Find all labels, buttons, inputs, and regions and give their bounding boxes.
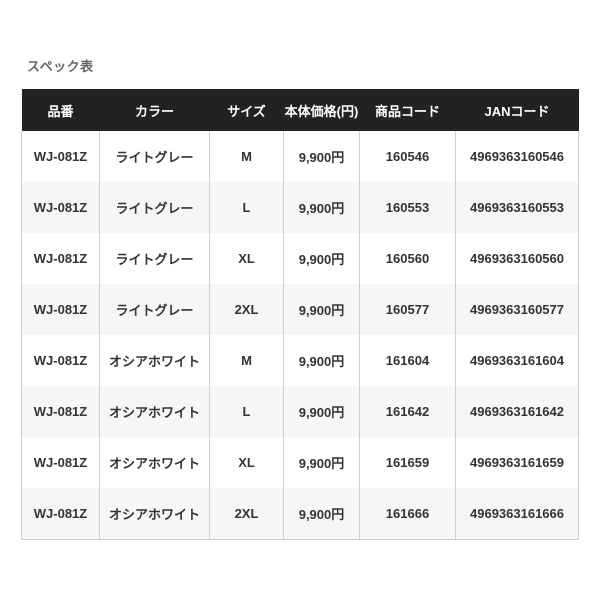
cell-product-code: 161666: [359, 488, 456, 540]
table-row: WJ-081Z ライトグレー XL 9,900円 160560 49693631…: [21, 233, 579, 284]
cell-color: ライトグレー: [99, 284, 210, 335]
cell-product-code: 161604: [359, 335, 456, 386]
cell-jan-code: 4969363160553: [455, 182, 579, 233]
cell-jan-code: 4969363160560: [455, 233, 579, 284]
cell-size: L: [209, 182, 284, 233]
cell-jan-code: 4969363161666: [455, 488, 579, 540]
header-row: 品番 カラー サイズ 本体価格(円) 商品コード JANコード: [21, 89, 579, 131]
table-row: WJ-081Z オシアホワイト L 9,900円 161642 49693631…: [21, 386, 579, 437]
spec-table: 品番 カラー サイズ 本体価格(円) 商品コード JANコード WJ-081Z …: [21, 89, 579, 540]
column-header-product-code: 商品コード: [359, 89, 456, 131]
table-row: WJ-081Z ライトグレー M 9,900円 160546 496936316…: [21, 131, 579, 182]
cell-item-number: WJ-081Z: [21, 386, 100, 437]
cell-size: L: [209, 386, 284, 437]
cell-color: オシアホワイト: [99, 386, 210, 437]
cell-color: オシアホワイト: [99, 437, 210, 488]
cell-jan-code: 4969363160577: [455, 284, 579, 335]
column-header-color: カラー: [99, 89, 210, 131]
cell-color: オシアホワイト: [99, 335, 210, 386]
cell-jan-code: 4969363161604: [455, 335, 579, 386]
cell-price: 9,900円: [283, 386, 360, 437]
cell-size: M: [209, 335, 284, 386]
cell-size: 2XL: [209, 488, 284, 540]
cell-color: ライトグレー: [99, 233, 210, 284]
column-header-item-number: 品番: [21, 89, 100, 131]
cell-item-number: WJ-081Z: [21, 284, 100, 335]
column-header-price: 本体価格(円): [283, 89, 360, 131]
cell-item-number: WJ-081Z: [21, 335, 100, 386]
cell-product-code: 160560: [359, 233, 456, 284]
cell-color: ライトグレー: [99, 182, 210, 233]
cell-jan-code: 4969363161659: [455, 437, 579, 488]
table-row: WJ-081Z ライトグレー L 9,900円 160553 496936316…: [21, 182, 579, 233]
cell-item-number: WJ-081Z: [21, 233, 100, 284]
cell-price: 9,900円: [283, 284, 360, 335]
column-header-size: サイズ: [209, 89, 284, 131]
table-header: 品番 カラー サイズ 本体価格(円) 商品コード JANコード: [21, 89, 579, 131]
cell-product-code: 160553: [359, 182, 456, 233]
cell-price: 9,900円: [283, 437, 360, 488]
cell-size: 2XL: [209, 284, 284, 335]
cell-product-code: 160546: [359, 131, 456, 182]
cell-item-number: WJ-081Z: [21, 437, 100, 488]
cell-price: 9,900円: [283, 131, 360, 182]
table-row: WJ-081Z オシアホワイト 2XL 9,900円 161666 496936…: [21, 488, 579, 540]
cell-size: XL: [209, 233, 284, 284]
table-row: WJ-081Z オシアホワイト M 9,900円 161604 49693631…: [21, 335, 579, 386]
table-row: WJ-081Z オシアホワイト XL 9,900円 161659 4969363…: [21, 437, 579, 488]
table-row: WJ-081Z ライトグレー 2XL 9,900円 160577 4969363…: [21, 284, 579, 335]
cell-price: 9,900円: [283, 233, 360, 284]
cell-jan-code: 4969363161642: [455, 386, 579, 437]
cell-product-code: 161642: [359, 386, 456, 437]
cell-size: M: [209, 131, 284, 182]
cell-product-code: 160577: [359, 284, 456, 335]
cell-jan-code: 4969363160546: [455, 131, 579, 182]
section-title: スペック表: [27, 59, 94, 74]
cell-price: 9,900円: [283, 182, 360, 233]
cell-item-number: WJ-081Z: [21, 131, 100, 182]
cell-item-number: WJ-081Z: [21, 182, 100, 233]
cell-color: オシアホワイト: [99, 488, 210, 540]
cell-product-code: 161659: [359, 437, 456, 488]
cell-price: 9,900円: [283, 335, 360, 386]
cell-price: 9,900円: [283, 488, 360, 540]
column-header-jan-code: JANコード: [455, 89, 579, 131]
table-body: WJ-081Z ライトグレー M 9,900円 160546 496936316…: [21, 131, 579, 540]
cell-size: XL: [209, 437, 284, 488]
cell-item-number: WJ-081Z: [21, 488, 100, 540]
cell-color: ライトグレー: [99, 131, 210, 182]
